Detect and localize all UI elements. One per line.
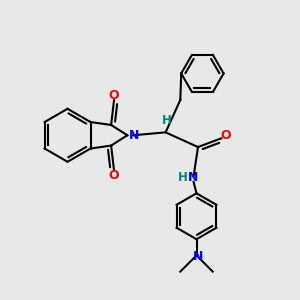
Text: N: N — [193, 250, 203, 263]
Text: O: O — [109, 89, 119, 102]
Text: O: O — [220, 129, 231, 142]
Text: N: N — [129, 129, 139, 142]
Text: H: H — [162, 114, 172, 127]
Text: O: O — [109, 169, 119, 182]
Text: N: N — [188, 172, 199, 184]
Text: H: H — [178, 172, 188, 184]
